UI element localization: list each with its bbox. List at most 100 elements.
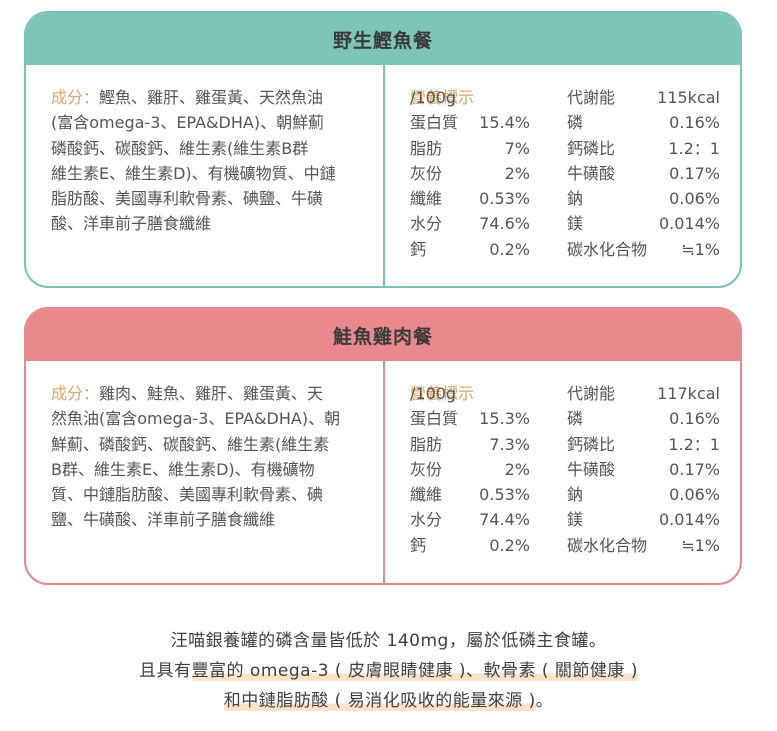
nutrient-name: 纖維: [410, 485, 443, 505]
nutrient-name: 鈣磷比: [567, 138, 616, 158]
energy-value: 115kcal: [657, 88, 720, 107]
ingredients-line: 鹽、牛磺酸、洋車前子膳食纖維: [51, 510, 276, 530]
nutrient-value: 7%: [504, 138, 530, 158]
nutrient-value: 0.17%: [669, 459, 720, 479]
nutrient-value: 74.6%: [479, 214, 530, 234]
nutrition-unit: /100g: [410, 88, 457, 107]
nutrient-value: 0.53%: [479, 189, 530, 209]
nutrition-header-row: 營養標示 /100g 代謝能 117kcal: [410, 381, 720, 406]
footer-note: 汪喵銀養罐的磷含量皆低於 140mg，屬於低磷主食罐。 且具有豐富的 omega…: [0, 626, 777, 716]
nutrient-name: 鈉: [567, 189, 584, 209]
nutrient-name: 碳水化合物: [567, 535, 648, 555]
nutrient-value: 0.2%: [489, 535, 530, 555]
nutrient-value: 1.2：1: [668, 138, 720, 158]
nutrient-value: 2%: [504, 459, 530, 479]
ingredients-line: (富含omega-3、EPA&DHA)、朝鮮薊: [51, 113, 325, 133]
nutrient-value: ≒1%: [681, 535, 720, 555]
product-card-salmon-chicken: 鮭魚雞肉餐 成分：雞肉、鮭魚、雞肝、雞蛋黃、天 然魚油(富含omega-3、EP…: [24, 307, 742, 585]
nutrient-name: 鎂: [567, 510, 584, 530]
nutrition-label: 營養標示: [410, 384, 475, 403]
nutrition-row: 水分 74.4% 鎂 0.014%: [410, 507, 720, 532]
nutrient-name: 灰份: [410, 163, 443, 183]
ingredients-line: 維生素E、維生素D)、有機礦物質、中鏈: [51, 163, 336, 183]
nutrient-name: 鈉: [567, 485, 584, 505]
ingredients-line: 鰹魚、雞肝、雞蛋黃、天然魚油: [99, 88, 324, 107]
nutrition-row: 脂肪 7.3% 鈣磷比 1.2：1: [410, 432, 720, 457]
nutrition-row: 纖維 0.53% 鈉 0.06%: [410, 482, 720, 507]
nutrient-name: 水分: [410, 214, 443, 234]
card-body: 成分：鰹魚、雞肝、雞蛋黃、天然魚油 (富含omega-3、EPA&DHA)、朝鮮…: [26, 65, 740, 286]
nutrition-unit: /100g: [410, 384, 457, 403]
card-title: 野生鰹魚餐: [26, 13, 740, 65]
nutrient-name: 牛磺酸: [567, 459, 616, 479]
nutrient-name: 鈣: [410, 239, 427, 259]
ingredients-text: 成分：鰹魚、雞肝、雞蛋黃、天然魚油 (富含omega-3、EPA&DHA)、朝鮮…: [51, 85, 371, 237]
nutrition-row: 水分 74.6% 鎂 0.014%: [410, 211, 720, 236]
nutrient-name: 磷: [567, 113, 584, 133]
nutrition-row: 蛋白質 15.3% 磷 0.16%: [410, 406, 720, 431]
nutrient-name: 牛磺酸: [567, 163, 616, 183]
nutrient-name: 蛋白質: [410, 113, 459, 133]
card-title: 鮭魚雞肉餐: [26, 309, 740, 361]
nutrition-row: 纖維 0.53% 鈉 0.06%: [410, 186, 720, 211]
nutrition-table: 營養標示 /100g 代謝能 117kcal 蛋白質 15.3% 磷 0.16% 脂肪…: [410, 381, 720, 558]
nutrient-name: 蛋白質: [410, 409, 459, 429]
column-divider: [383, 65, 385, 286]
nutrient-value: 2%: [504, 163, 530, 183]
nutrient-value: 0.16%: [669, 113, 720, 133]
nutrient-value: 0.17%: [669, 163, 720, 183]
footer-text: 。: [535, 691, 554, 711]
nutrient-value: 0.06%: [669, 485, 720, 505]
nutrient-value: 15.4%: [479, 113, 530, 133]
nutrition-label: 營養標示: [410, 88, 475, 107]
nutrition-header-row: 營養標示 /100g 代謝能 115kcal: [410, 85, 720, 110]
nutrient-value: 0.014%: [658, 214, 720, 234]
nutrient-value: 0.2%: [489, 239, 530, 259]
nutrient-value: 0.014%: [658, 510, 720, 530]
nutrition-row: 鈣 0.2% 碳水化合物 ≒1%: [410, 237, 720, 262]
nutrient-name: 脂肪: [410, 434, 443, 454]
nutrition-table: 營養標示 /100g 代謝能 115kcal 蛋白質 15.4% 磷 0.16% 脂肪…: [410, 85, 720, 262]
nutrient-name: 碳水化合物: [567, 239, 648, 259]
footer-highlight: 豐富的 omega-3 ( 皮膚眼睛健康 )、軟骨素 ( 關節健康 ): [191, 661, 638, 681]
energy-label: 代謝能: [567, 384, 616, 403]
nutrition-row: 鈣 0.2% 碳水化合物 ≒1%: [410, 533, 720, 558]
ingredients-line: 磷酸鈣、碳酸鈣、維生素(維生素B群: [51, 138, 309, 158]
nutrition-row: 灰份 2% 牛磺酸 0.17%: [410, 457, 720, 482]
nutrient-name: 灰份: [410, 459, 443, 479]
nutrient-value: 0.53%: [479, 485, 530, 505]
footer-line-1: 汪喵銀養罐的磷含量皆低於 140mg，屬於低磷主食罐。: [170, 631, 607, 651]
nutrient-name: 脂肪: [410, 138, 443, 158]
nutrient-name: 水分: [410, 510, 443, 530]
nutrient-name: 纖維: [410, 189, 443, 209]
nutrient-name: 鎂: [567, 214, 584, 234]
footer-line-2: 且具有豐富的 omega-3 ( 皮膚眼睛健康 )、軟骨素 ( 關節健康 ): [0, 656, 777, 686]
nutrient-value: 15.3%: [479, 409, 530, 429]
nutrition-row: 灰份 2% 牛磺酸 0.17%: [410, 161, 720, 186]
ingredients-label: 成分：: [51, 88, 100, 107]
nutrient-name: 磷: [567, 409, 584, 429]
nutrient-value: 1.2：1: [668, 434, 720, 454]
product-card-bonito: 野生鰹魚餐 成分：鰹魚、雞肝、雞蛋黃、天然魚油 (富含omega-3、EPA&D…: [24, 11, 742, 288]
nutrient-value: ≒1%: [681, 239, 720, 259]
ingredients-line: 雞肉、鮭魚、雞肝、雞蛋黃、天: [99, 384, 324, 403]
nutrient-value: 7.3%: [489, 434, 530, 454]
ingredients-line: B群、維生素E、維生素D)、有機礦物: [51, 459, 315, 479]
nutrient-name: 鈣磷比: [567, 434, 616, 454]
column-divider: [383, 361, 385, 583]
footer-line-3: 和中鏈脂肪酸 ( 易消化吸收的能量來源 )。: [0, 686, 777, 716]
ingredients-line: 鮮薊、磷酸鈣、碳酸鈣、維生素(維生素: [51, 434, 330, 454]
nutrient-name: 鈣: [410, 535, 427, 555]
energy-label: 代謝能: [567, 88, 616, 107]
ingredients-text: 成分：雞肉、鮭魚、雞肝、雞蛋黃、天 然魚油(富含omega-3、EPA&DHA)…: [51, 381, 371, 533]
nutrient-value: 74.4%: [479, 510, 530, 530]
nutrient-value: 0.06%: [669, 189, 720, 209]
card-body: 成分：雞肉、鮭魚、雞肝、雞蛋黃、天 然魚油(富含omega-3、EPA&DHA)…: [26, 361, 740, 583]
ingredients-label: 成分：: [51, 384, 100, 403]
energy-value: 117kcal: [657, 384, 720, 403]
ingredients-line: 質、中鏈脂肪酸、美國專利軟骨素、碘: [51, 485, 324, 505]
footer-highlight: 和中鏈脂肪酸 ( 易消化吸收的能量來源 ): [223, 691, 536, 711]
ingredients-line: 酸、洋車前子膳食纖維: [51, 214, 212, 234]
nutrition-row: 脂肪 7% 鈣磷比 1.2：1: [410, 136, 720, 161]
ingredients-line: 然魚油(富含omega-3、EPA&DHA)、朝: [51, 409, 341, 429]
